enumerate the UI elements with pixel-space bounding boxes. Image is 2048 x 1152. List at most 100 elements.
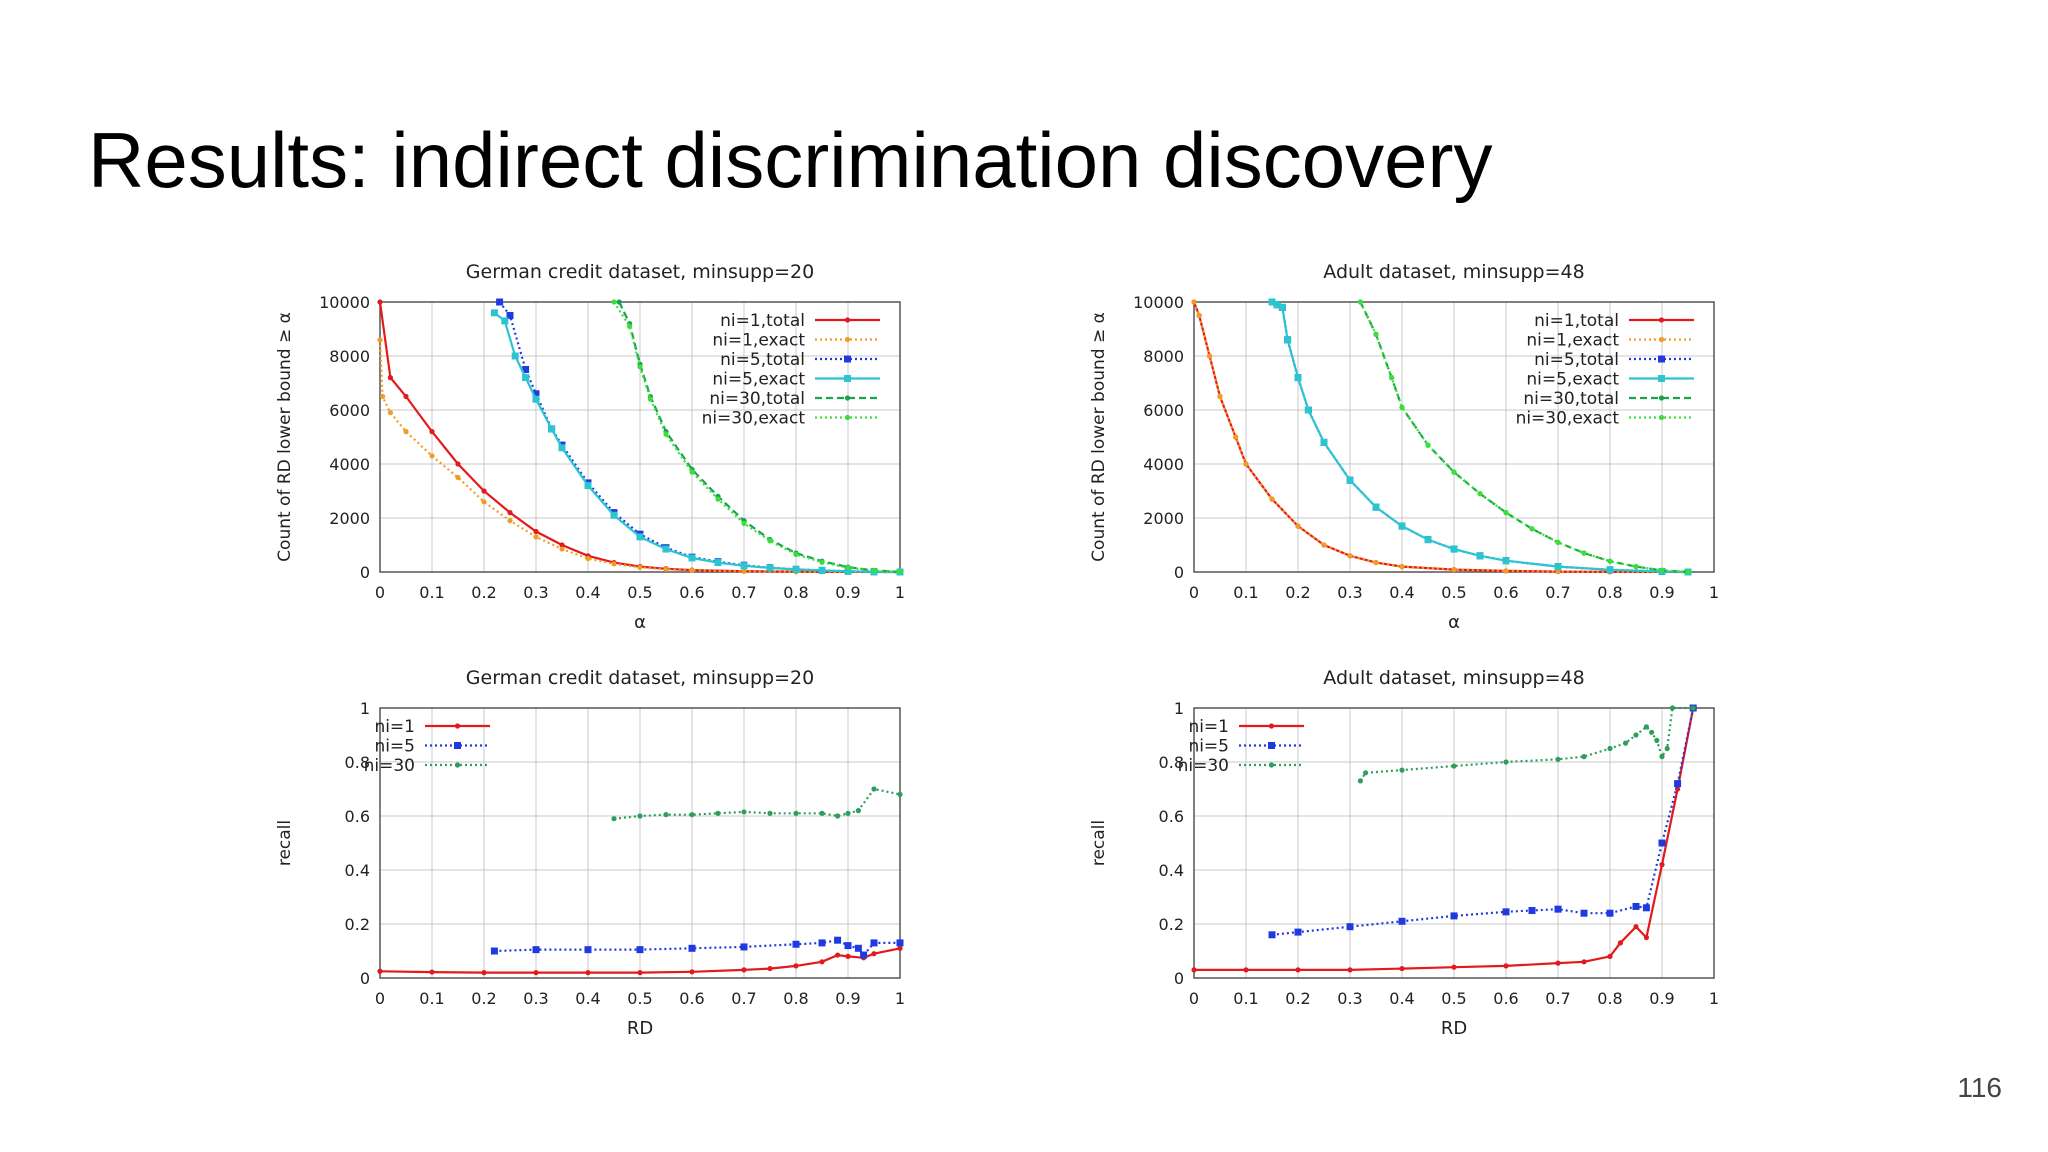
legend-marker: [1268, 723, 1275, 729]
data-point: [532, 946, 540, 954]
data-point: [1685, 569, 1691, 575]
data-point: [1607, 953, 1613, 959]
chart-adult-recall: Adult dataset, minsupp=48 0 0.1 0.2 0.3 0.4 0.…: [1089, 667, 1719, 1039]
data-point: [663, 431, 669, 437]
data-point: [871, 951, 877, 957]
data-point: [1347, 967, 1353, 973]
y-tick-label: 6000: [329, 401, 370, 420]
series-ni-30: [1357, 705, 1696, 784]
y-tick-label: 6000: [1143, 401, 1184, 420]
data-point: [1643, 724, 1649, 730]
data-point: [490, 309, 498, 317]
data-point: [1207, 353, 1213, 359]
data-point: [1633, 732, 1639, 738]
data-point: [741, 809, 747, 815]
data-point: [1623, 740, 1629, 746]
data-point: [1357, 778, 1363, 784]
legend-label: ni=1: [1188, 717, 1229, 737]
data-point: [1451, 469, 1457, 475]
x-tick-label: 0.7: [1545, 583, 1570, 602]
chart-title: German credit dataset, minsupp=20: [466, 261, 814, 283]
data-point: [481, 970, 487, 976]
data-point: [1363, 770, 1369, 776]
data-point: [522, 366, 530, 373]
data-point: [1321, 542, 1327, 548]
y-tick-label: 0.4: [345, 861, 370, 880]
legend-marker: [1658, 375, 1665, 382]
data-point: [818, 939, 826, 947]
data-point: [1451, 763, 1457, 769]
x-tick-label: 0.6: [679, 989, 704, 1008]
data-point: [871, 568, 877, 574]
data-point: [818, 567, 826, 575]
data-point: [1606, 566, 1614, 574]
data-point: [1659, 862, 1665, 868]
data-point: [767, 810, 773, 816]
chart-title: Adult dataset, minsupp=48: [1323, 667, 1584, 689]
x-tick-label: 0.1: [419, 583, 444, 602]
legend-marker: [844, 375, 851, 382]
x-tick-label: 0.3: [523, 583, 548, 602]
data-point: [1372, 503, 1380, 511]
x-tick-label: 0.5: [627, 583, 652, 602]
y-tick-label: 0: [360, 969, 370, 988]
data-point: [1357, 299, 1363, 305]
data-point: [1642, 904, 1650, 912]
data-point: [1659, 754, 1665, 760]
data-point: [637, 813, 643, 819]
series-ni-30-exact: [611, 299, 903, 575]
data-point: [1243, 967, 1249, 973]
x-tick-label: 0.7: [1545, 989, 1570, 1008]
slide-title: Results: indirect discrimination discove…: [88, 116, 1493, 204]
data-point: [533, 528, 539, 535]
x-tick-label: 1: [895, 989, 905, 1008]
data-point: [637, 364, 643, 370]
data-point: [1654, 737, 1660, 743]
data-point: [1659, 567, 1665, 573]
data-point: [1503, 759, 1509, 765]
data-point: [481, 488, 487, 494]
data-point: [1450, 545, 1458, 553]
data-point: [1581, 754, 1587, 760]
data-point: [741, 568, 747, 574]
legend-label: ni=5,total: [720, 350, 805, 370]
x-tick-label: 0.8: [1597, 583, 1622, 602]
data-point: [1191, 299, 1197, 305]
data-point: [585, 555, 591, 562]
data-point: [1580, 909, 1588, 917]
x-tick-label: 0.9: [835, 989, 860, 1008]
data-point: [1502, 908, 1510, 916]
data-point: [792, 565, 800, 573]
data-point: [1643, 934, 1649, 941]
legend-marker: [844, 395, 851, 401]
data-point: [688, 554, 696, 562]
data-point: [1607, 558, 1613, 564]
y-tick-label: 0.2: [345, 915, 370, 934]
chart-title: German credit dataset, minsupp=20: [466, 667, 814, 689]
data-point: [1502, 557, 1510, 565]
legend-marker: [1268, 762, 1275, 768]
data-point: [429, 969, 435, 975]
legend-marker: [844, 414, 851, 421]
data-point: [1278, 303, 1286, 311]
data-point: [377, 968, 383, 974]
series-line: [378, 301, 901, 574]
y-tick-label: 2000: [1143, 509, 1184, 528]
data-point: [793, 810, 799, 816]
legend-marker: [844, 317, 851, 323]
data-point: [511, 352, 519, 360]
legend-marker: [1658, 395, 1665, 401]
data-point: [740, 562, 748, 570]
x-axis-label: α: [1448, 612, 1460, 633]
x-axis-label: RD: [627, 1018, 653, 1039]
data-point: [1633, 564, 1639, 570]
data-point: [897, 791, 903, 797]
data-point: [496, 298, 504, 306]
legend-label: ni=5: [1188, 737, 1229, 757]
data-point: [1268, 931, 1276, 939]
data-point: [1424, 536, 1432, 544]
data-point: [741, 520, 747, 526]
y-tick-label: 4000: [329, 455, 370, 474]
x-tick-label: 0.1: [1233, 583, 1258, 602]
x-tick-label: 0.9: [1649, 989, 1674, 1008]
